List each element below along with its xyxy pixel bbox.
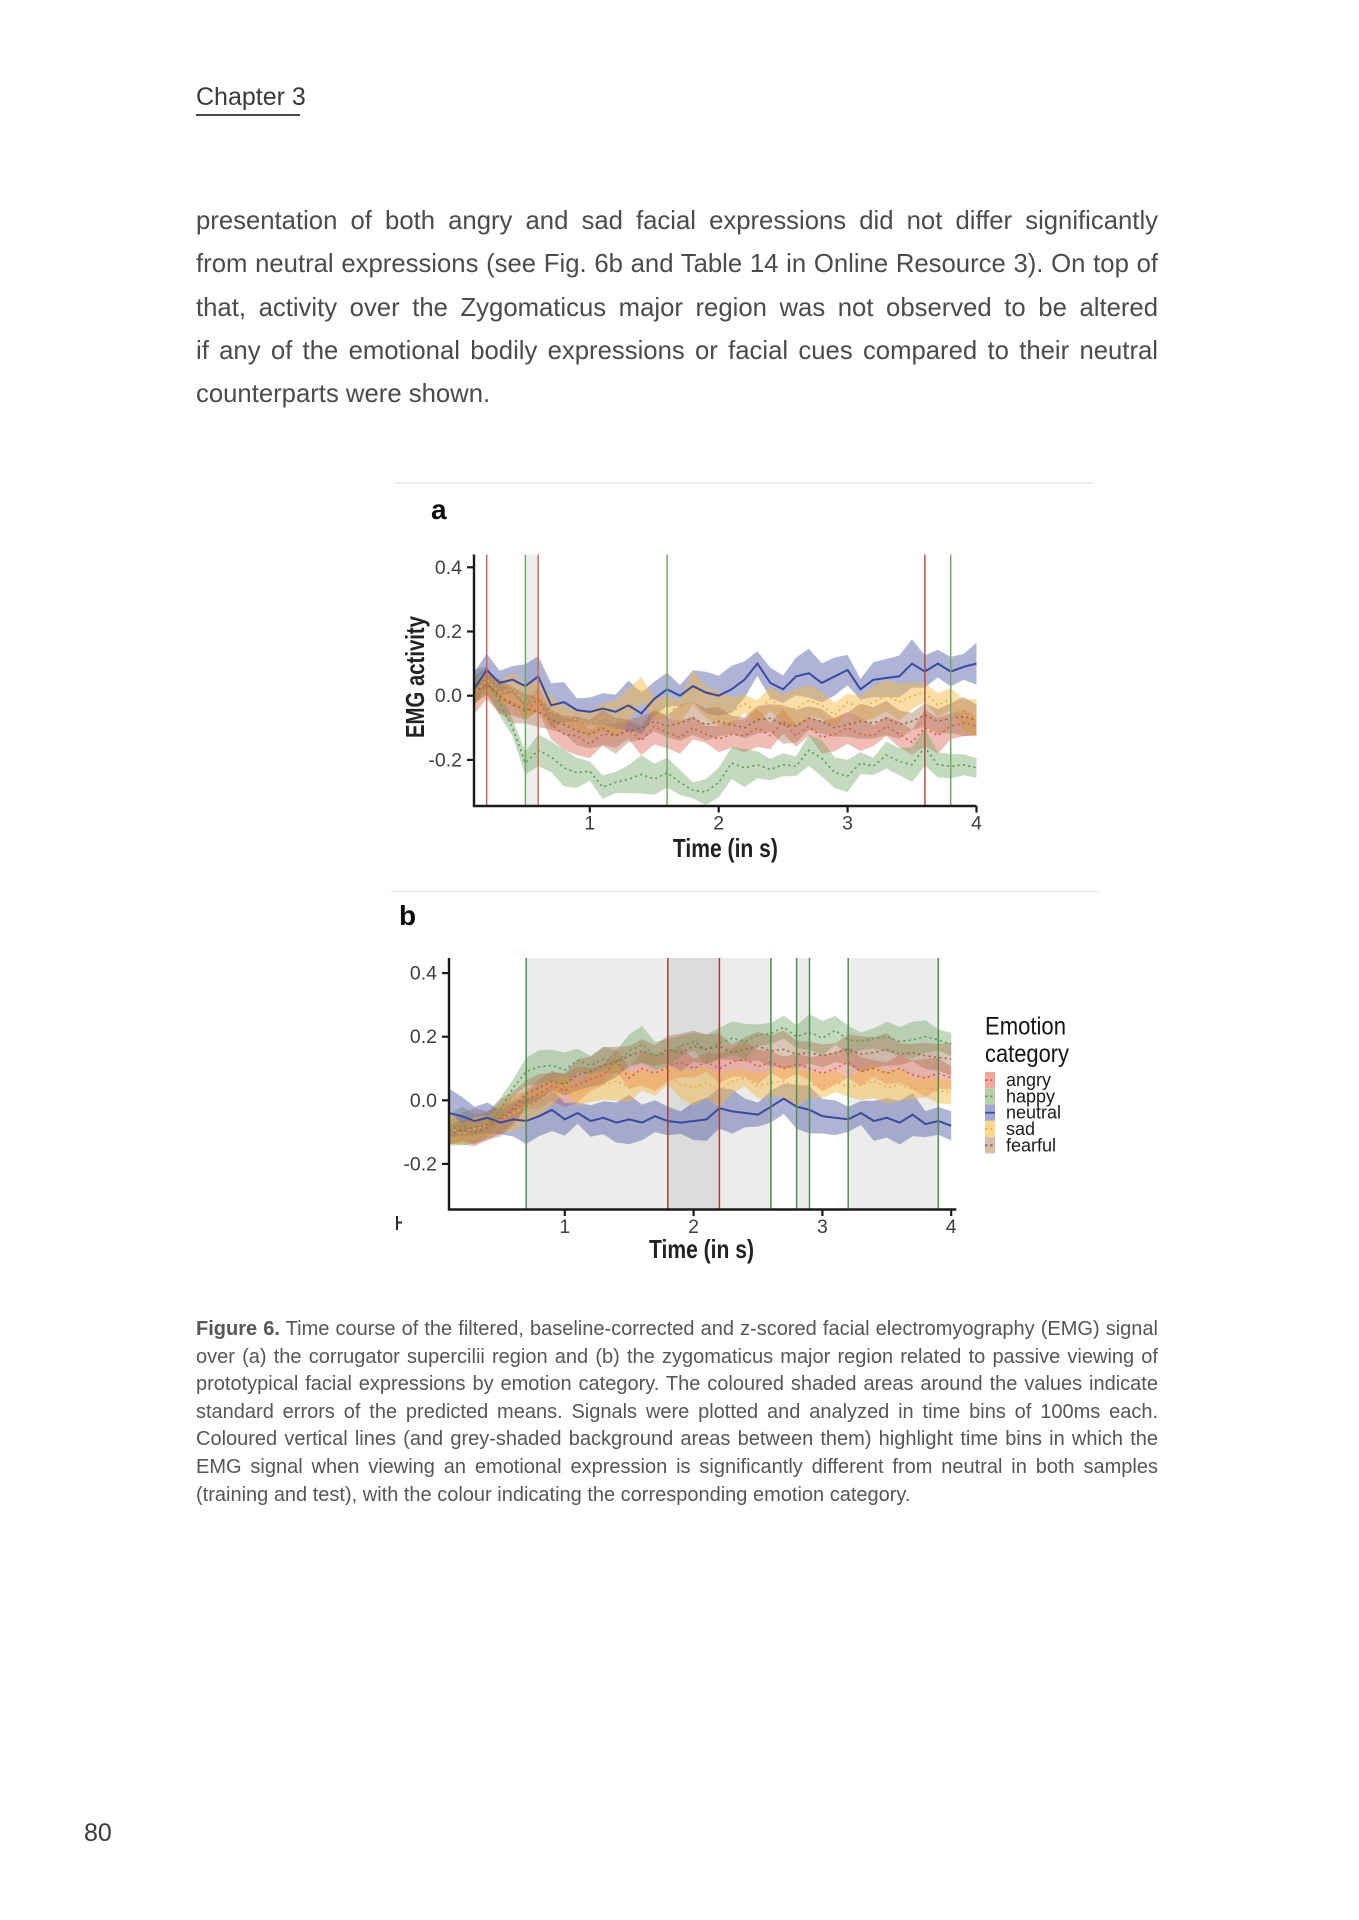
svg-text:neutral: neutral — [1006, 1103, 1061, 1123]
svg-text:0.4: 0.4 — [435, 557, 462, 579]
svg-text:category: category — [985, 1040, 1069, 1068]
svg-text:1: 1 — [559, 1216, 570, 1238]
svg-text:4: 4 — [971, 813, 982, 835]
svg-text:-0.2: -0.2 — [428, 749, 462, 771]
svg-text:EMG activity: EMG activity — [400, 616, 430, 738]
svg-text:angry: angry — [1006, 1070, 1051, 1090]
svg-text:0.2: 0.2 — [435, 621, 462, 643]
svg-text:Emotion: Emotion — [985, 1013, 1066, 1041]
svg-text:fearful: fearful — [1006, 1135, 1056, 1155]
svg-text:Time (in s): Time (in s) — [673, 833, 778, 863]
svg-text:0.0: 0.0 — [435, 685, 462, 707]
svg-text:2: 2 — [713, 813, 724, 835]
svg-text:0.2: 0.2 — [410, 1026, 437, 1048]
svg-text:0.4: 0.4 — [410, 963, 437, 985]
svg-text:3: 3 — [842, 813, 853, 835]
svg-text:2: 2 — [688, 1216, 699, 1238]
svg-text:-0.2: -0.2 — [403, 1153, 437, 1175]
svg-text:1: 1 — [584, 813, 595, 835]
svg-text:3: 3 — [817, 1216, 828, 1238]
svg-text:Time (in s): Time (in s) — [649, 1234, 754, 1264]
svg-text:0.0: 0.0 — [410, 1090, 437, 1112]
svg-text:sad: sad — [1006, 1119, 1035, 1139]
svg-text:4: 4 — [946, 1216, 957, 1238]
svg-text:happy: happy — [1006, 1086, 1055, 1106]
